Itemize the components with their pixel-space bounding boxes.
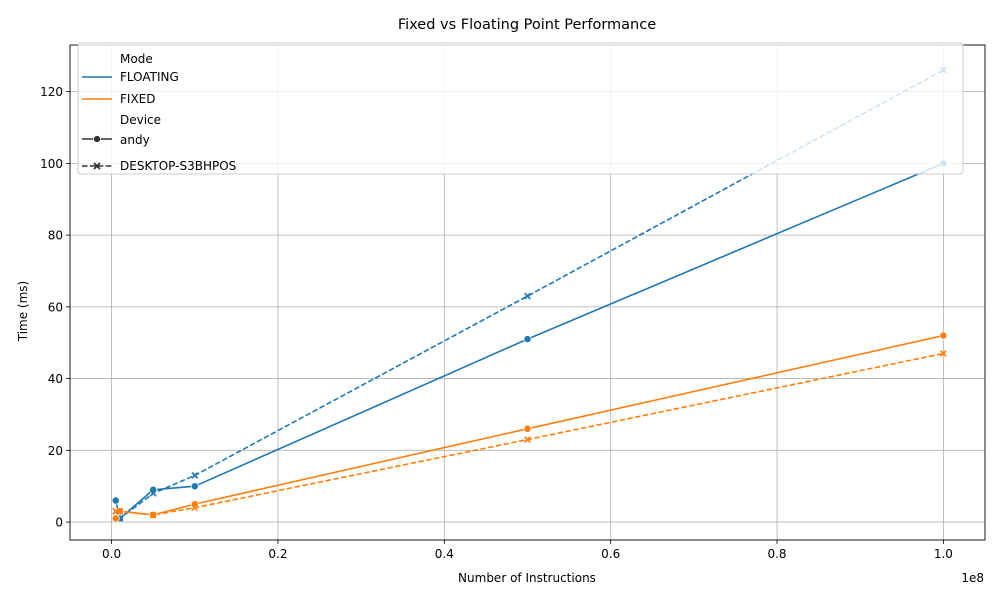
- data-point: [523, 335, 532, 344]
- data-point: [191, 472, 199, 479]
- legend-desktop-marker: [93, 162, 101, 170]
- data-point: [149, 489, 157, 497]
- y-axis-label: Time (ms): [16, 281, 30, 343]
- data-point: [191, 504, 199, 512]
- y-tick-label: 60: [48, 300, 63, 314]
- y-tick-label: 100: [40, 157, 63, 171]
- series-line-floating-desktop-s3bhpos: [115, 69, 944, 520]
- x-tick-label: 0.4: [435, 547, 454, 561]
- x-axis-offset-label: 1e8: [961, 571, 984, 585]
- y-axis-ticks: 0 20 40 60 80 100 120: [40, 85, 70, 530]
- x-axis-label: Number of Instructions: [458, 571, 596, 585]
- data-point: [111, 496, 120, 505]
- legend: Mode FLOATING FIXED Device andy DESKTOP-…: [77, 42, 964, 175]
- x-tick-label: 1.0: [934, 547, 953, 561]
- series-markers: [111, 66, 948, 523]
- data-point: [116, 507, 124, 515]
- x-axis-ticks: 0.0 0.2 0.4 0.6 0.8 1.0: [102, 540, 953, 561]
- data-point: [939, 331, 948, 340]
- legend-desktop-label: DESKTOP-S3BHPOS: [120, 159, 236, 173]
- legend-fixed-label: FIXED: [120, 92, 155, 106]
- legend-andy-marker: [93, 135, 101, 143]
- y-tick-label: 0: [55, 516, 63, 530]
- legend-device-title: Device: [120, 113, 161, 127]
- x-tick-label: 0.0: [102, 547, 121, 561]
- data-point: [190, 482, 199, 491]
- y-tick-label: 20: [48, 444, 63, 458]
- legend-box: [77, 42, 964, 175]
- chart-title: Fixed vs Floating Point Performance: [398, 17, 656, 33]
- y-tick-label: 80: [48, 229, 63, 243]
- x-tick-label: 0.8: [767, 547, 786, 561]
- data-point: [523, 424, 532, 433]
- y-tick-label: 120: [40, 85, 63, 99]
- y-tick-label: 40: [48, 372, 63, 386]
- legend-andy-label: andy: [120, 133, 150, 147]
- x-tick-label: 0.6: [601, 547, 620, 561]
- data-point: [940, 350, 947, 357]
- x-tick-label: 0.2: [268, 547, 287, 561]
- data-point: [524, 436, 531, 443]
- data-point: [524, 292, 531, 300]
- legend-mode-title: Mode: [120, 52, 153, 66]
- data-point: [149, 511, 157, 519]
- data-point: [111, 514, 120, 523]
- legend-floating-label: FLOATING: [120, 70, 179, 84]
